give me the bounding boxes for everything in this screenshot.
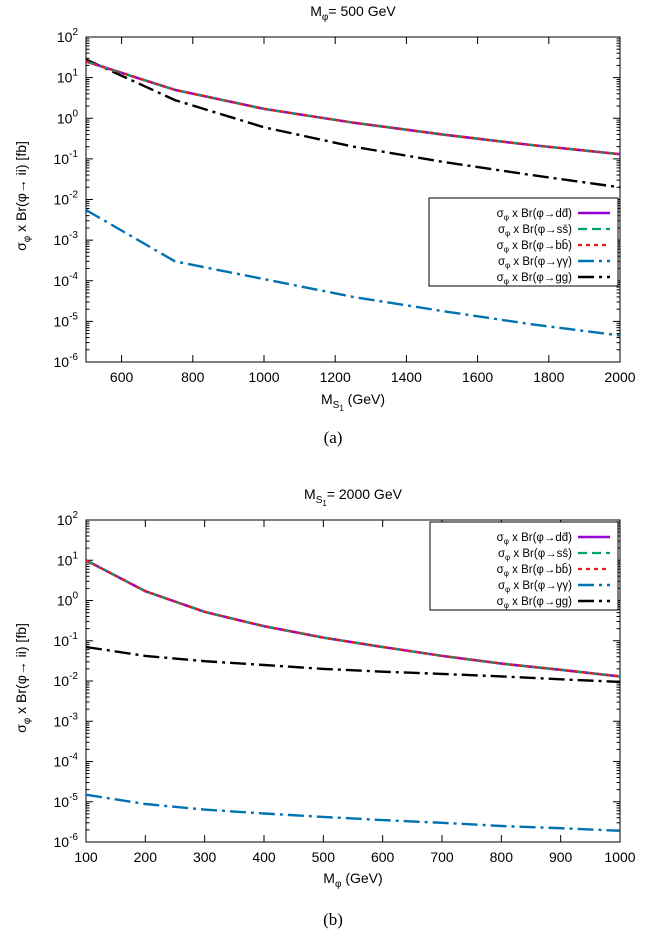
x-tick-label: 1000 bbox=[248, 369, 279, 385]
y-tick-label: 10-1 bbox=[54, 149, 79, 167]
legend-label: σφ x Br(φ→gg) bbox=[497, 272, 573, 286]
series-line-dd bbox=[86, 60, 620, 156]
y-tick-label: 101 bbox=[57, 68, 79, 86]
y-tick-label: 10-3 bbox=[54, 711, 79, 729]
x-tick-label: 1400 bbox=[391, 369, 422, 385]
series-line-ss bbox=[86, 60, 620, 156]
panel-a: Mφ= 500 GeV 10-610-510-410-310-210-11001… bbox=[13, 3, 636, 447]
y-tick-label: 100 bbox=[57, 591, 79, 609]
legend-label: σφ x Br(φ→bb̄) bbox=[497, 239, 573, 254]
x-tick-label: 600 bbox=[371, 849, 395, 865]
x-tick-label: 800 bbox=[181, 369, 205, 385]
series-line-gamma bbox=[86, 793, 620, 832]
y-tick-label: 101 bbox=[57, 550, 79, 568]
x-tick-label: 200 bbox=[134, 849, 158, 865]
panel-b-caption: (b) bbox=[323, 910, 343, 929]
series-line-gg bbox=[86, 58, 620, 189]
y-tick-label: 10-4 bbox=[54, 752, 79, 770]
panel-a-x-axis-label: MS1 (GeV) bbox=[321, 391, 385, 413]
series-line-bb bbox=[86, 60, 620, 156]
x-tick-label: 1600 bbox=[462, 369, 493, 385]
y-tick-label: 10-2 bbox=[54, 671, 79, 689]
y-tick-label: 102 bbox=[57, 27, 79, 45]
y-tick-label: 10-6 bbox=[54, 832, 79, 850]
y-tick-label: 10-6 bbox=[54, 352, 79, 370]
legend: σφ x Br(φ→dd̄) σφ x Br(φ→ss̄)σφ x Br(φ→bb… bbox=[429, 521, 619, 611]
y-tick-label: 10-1 bbox=[54, 631, 79, 649]
x-tick-label: 400 bbox=[252, 849, 276, 865]
series-line-gg bbox=[86, 645, 620, 684]
x-tick-label: 900 bbox=[549, 849, 573, 865]
legend-label: σφ x Br(φ→bb̄) bbox=[497, 563, 573, 578]
x-tick-label: 500 bbox=[312, 849, 336, 865]
legend-label: σφ x Br(φ→γγ) bbox=[498, 580, 572, 594]
panel-a-y-axis-label: σφ x Br(φ→ ii) [fb] bbox=[13, 141, 33, 251]
legend-label: σφ x Br(φ→γγ) bbox=[498, 256, 572, 270]
panel-b-y-axis-label: σφ x Br(φ→ ii) [fb] bbox=[13, 623, 33, 733]
series-line-bb bbox=[86, 559, 620, 678]
x-tick-label: 600 bbox=[110, 369, 134, 385]
panel-a-plot-area: 10-6 10-5 10-4 10-3 10-2 10-1 100 101 102 600 800 1… bbox=[54, 27, 636, 385]
y-tick-label: 10-5 bbox=[54, 311, 79, 329]
panel-b-title: MS1= 2000 GeV bbox=[304, 486, 403, 508]
legend-label: σφ x Br(φ→dd̄) bbox=[497, 208, 573, 222]
panel-a-title: Mφ= 500 GeV bbox=[310, 3, 396, 23]
y-tick-label: 102 bbox=[57, 510, 79, 528]
legend: σφ x Br(φ→dd̄) σφ x Br(φ→ss̄)σφ x Br(φ→bb… bbox=[428, 197, 619, 287]
y-tick-label: 10-2 bbox=[54, 190, 79, 208]
panel-b: MS1= 2000 GeV 10-610-510-410-310-210-110… bbox=[13, 486, 636, 929]
legend-label: σφ x Br(φ→gg) bbox=[497, 596, 573, 610]
x-tick-label: 800 bbox=[490, 849, 514, 865]
legend-label: σφ x Br(φ→dd̄) bbox=[497, 532, 573, 546]
y-tick-label: 10-5 bbox=[54, 792, 79, 810]
x-tick-label: 1000 bbox=[604, 849, 635, 865]
y-tick-label: 100 bbox=[57, 108, 79, 126]
series-line-gamma bbox=[86, 208, 620, 337]
x-tick-label: 300 bbox=[193, 849, 217, 865]
panel-b-plot-area: 10-6 10-5 10-4 10-3 10-2 10-1 100 101 102 100 200 3… bbox=[54, 510, 636, 865]
x-tick-label: 2000 bbox=[604, 369, 635, 385]
legend-label: σφ x Br(φ→ss̄) bbox=[498, 224, 572, 238]
x-tick-label: 1800 bbox=[533, 369, 564, 385]
y-tick-label: 10-3 bbox=[54, 230, 79, 248]
panel-b-x-axis-label: Mφ (GeV) bbox=[323, 870, 382, 890]
legend-label: σφ x Br(φ→ss̄) bbox=[498, 548, 572, 562]
panel-a-caption: (a) bbox=[324, 428, 343, 447]
x-tick-label: 1200 bbox=[320, 369, 351, 385]
y-tick-label: 10-4 bbox=[54, 271, 79, 289]
x-tick-label: 700 bbox=[430, 849, 454, 865]
x-tick-label: 100 bbox=[74, 849, 98, 865]
